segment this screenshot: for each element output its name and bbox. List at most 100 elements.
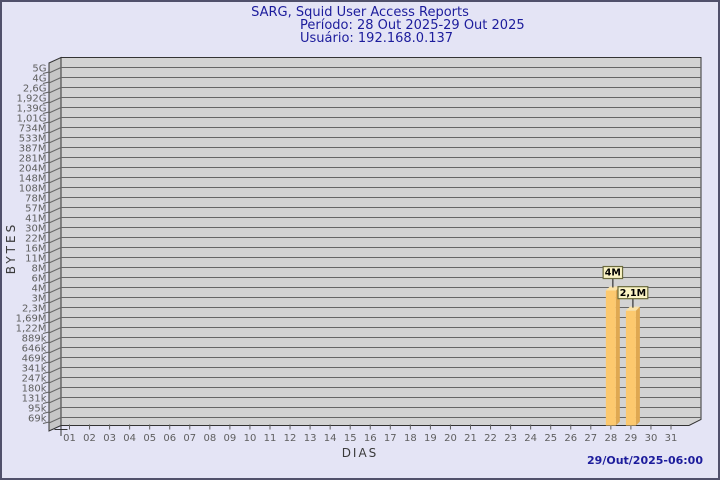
y-tick — [42, 91, 50, 94]
gridline-wall — [48, 147, 62, 154]
x-tick-label: 27 — [584, 433, 597, 444]
gridline-wall — [48, 347, 62, 354]
gridline-wall — [48, 297, 62, 304]
y-tick-label: 30M — [25, 224, 46, 235]
bar-top-day-29 — [625, 306, 640, 311]
y-tick-label: 16M — [25, 244, 46, 255]
y-tick-label: 889k — [22, 334, 47, 345]
y-tick — [42, 251, 50, 254]
gridline-wall — [48, 417, 62, 424]
gridline-wall — [48, 197, 62, 204]
gridline-wall — [48, 227, 62, 234]
gridline-wall — [48, 317, 62, 324]
y-tick — [42, 351, 50, 354]
gridline-wall — [48, 257, 62, 264]
y-tick — [42, 241, 50, 244]
x-tick-label: 26 — [564, 433, 577, 444]
y-tick — [42, 281, 50, 284]
chart-header: SARG, Squid User Access Reports Período:… — [2, 6, 718, 46]
gridline-wall — [48, 207, 62, 214]
y-tick-label: 2,3M — [22, 304, 47, 315]
x-tick-label: 19 — [424, 433, 437, 444]
gridline-wall — [48, 247, 62, 254]
y-tick — [42, 211, 50, 214]
x-tick-label: 14 — [324, 433, 337, 444]
y-tick-label: 387M — [19, 144, 47, 155]
gridline-wall — [48, 217, 62, 224]
gridline-wall — [48, 117, 62, 124]
bar-day-28 — [605, 290, 616, 426]
x-tick-label: 31 — [665, 433, 678, 444]
y-tick — [42, 321, 50, 324]
y-axis-title: BYTES — [4, 221, 18, 275]
x-tick-label: 25 — [544, 433, 557, 444]
bar-side-day-29 — [635, 306, 640, 426]
x-tick-label: 10 — [244, 433, 257, 444]
y-tick-label: 1,69M — [16, 314, 47, 325]
y-tick — [42, 271, 50, 274]
x-tick-label: 04 — [123, 433, 136, 444]
bar-day-29 — [625, 310, 636, 426]
y-tick — [42, 131, 50, 134]
gridline-wall — [48, 277, 62, 284]
gridline-wall — [48, 377, 62, 384]
gridline-wall — [48, 157, 62, 164]
y-tick-label: 1,92G — [16, 94, 46, 105]
y-tick — [42, 181, 50, 184]
gridline-wall — [48, 407, 62, 414]
gridline-wall — [48, 167, 62, 174]
gridline-wall — [48, 237, 62, 244]
x-tick-label: 16 — [364, 433, 377, 444]
x-tick-label: 22 — [484, 433, 497, 444]
y-tick-label: 734M — [19, 124, 47, 135]
y-tick-label: 4M — [32, 284, 47, 295]
y-tick-label: 4G — [32, 74, 46, 85]
chart-period: Período: 28 Out 2025-29 Out 2025 — [300, 18, 525, 33]
x-tick-label: 15 — [344, 433, 357, 444]
y-tick-label: 180k — [22, 384, 47, 395]
value-label-day-29: 2,1M — [620, 288, 646, 299]
gridline-wall — [48, 327, 62, 334]
y-tick-label: 22M — [25, 234, 46, 245]
x-tick-label: 03 — [103, 433, 116, 444]
x-tick-label: 07 — [183, 433, 196, 444]
bar-side-day-28 — [615, 286, 620, 426]
value-label-box-day-29 — [617, 286, 649, 300]
gridline-wall — [48, 337, 62, 344]
y-tick — [42, 221, 50, 224]
y-tick — [42, 371, 50, 374]
gridline-wall — [48, 97, 62, 104]
x-tick-label: 11 — [264, 433, 277, 444]
y-tick — [42, 201, 50, 204]
chart-user: Usuário: 192.168.0.137 — [300, 31, 454, 46]
y-tick — [42, 121, 50, 124]
y-tick — [42, 191, 50, 194]
y-tick — [42, 101, 50, 104]
y-tick-label: 247k — [22, 374, 47, 385]
gridline-wall — [48, 107, 62, 114]
y-tick-label: 341k — [22, 364, 47, 375]
x-axis-title: DIAS — [341, 446, 379, 460]
y-tick — [42, 291, 50, 294]
gridline-wall — [48, 307, 62, 314]
y-tick — [42, 161, 50, 164]
gridline-wall — [48, 67, 62, 74]
y-tick-label: 1,39G — [16, 104, 46, 115]
y-tick-label: 204M — [19, 164, 47, 175]
y-tick-label: 148M — [19, 174, 47, 185]
y-tick-label: 281M — [19, 154, 47, 165]
y-tick-label: 2,6G — [23, 84, 47, 95]
x-tick-label: 02 — [83, 433, 96, 444]
y-tick — [42, 421, 50, 424]
y-tick — [42, 381, 50, 384]
gridline-wall — [48, 77, 62, 84]
y-tick-label: 533M — [19, 134, 47, 145]
y-tick-label: 95k — [28, 404, 47, 415]
y-tick — [42, 71, 50, 74]
y-tick — [42, 301, 50, 304]
y-tick-label: 1,01G — [16, 114, 46, 125]
y-tick — [42, 111, 50, 114]
gridline-wall — [48, 387, 62, 394]
x-tick-label: 13 — [304, 433, 317, 444]
